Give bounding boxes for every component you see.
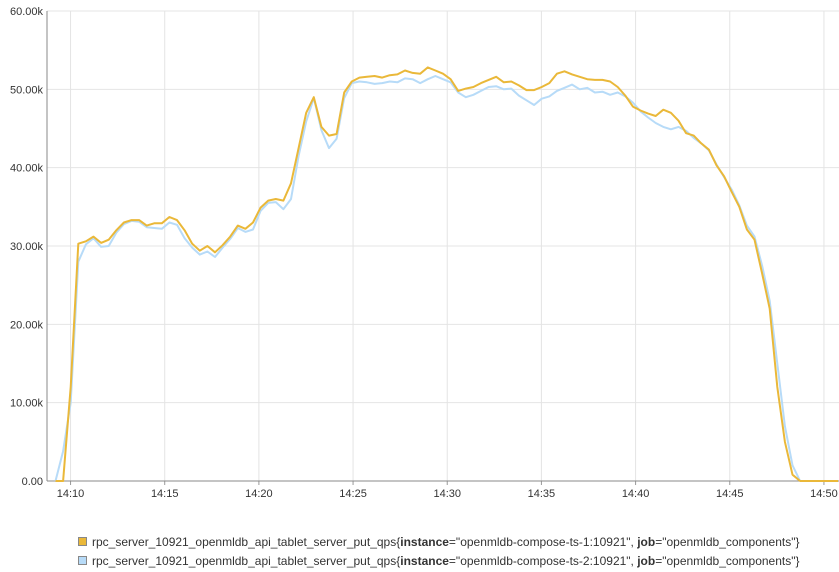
- y-tick-label: 0.00: [22, 476, 43, 488]
- y-tick-label: 20.00k: [10, 319, 44, 331]
- x-tick-label: 14:45: [716, 488, 744, 500]
- x-tick-label: 14:35: [528, 488, 556, 500]
- y-tick-label: 60.00k: [10, 6, 44, 18]
- legend-item-ts-2[interactable]: rpc_server_10921_openmldb_api_tablet_ser…: [78, 551, 800, 570]
- x-tick-label: 14:20: [245, 488, 273, 500]
- x-axis: 14:10 14:15 14:20 14:25 14:30 14:35 14:40 14:45…: [47, 480, 839, 500]
- y-tick-label: 40.00k: [10, 163, 44, 175]
- grid: [47, 10, 839, 482]
- qps-line-chart: 0.00 10.00k 20.00k 30.00k 40.00k 50.00k 60.00k…: [10, 6, 839, 500]
- y-tick-label: 10.00k: [10, 398, 44, 410]
- y-tick-label: 30.00k: [10, 241, 44, 253]
- x-tick-label: 14:10: [57, 488, 85, 500]
- legend-label-ts-2: rpc_server_10921_openmldb_api_tablet_ser…: [92, 553, 800, 568]
- x-tick-label: 14:30: [433, 488, 461, 500]
- x-tick-label: 14:25: [339, 488, 367, 500]
- y-tick-label: 50.00k: [10, 84, 44, 96]
- legend-label-ts-1: rpc_server_10921_openmldb_api_tablet_ser…: [92, 534, 800, 549]
- legend-item-ts-1[interactable]: rpc_server_10921_openmldb_api_tablet_ser…: [78, 532, 800, 551]
- y-axis: 0.00 10.00k 20.00k 30.00k 40.00k 50.00k 60.00k: [10, 6, 48, 488]
- series-layer: [54, 66, 839, 482]
- legend-swatch-ts-1: [78, 537, 87, 546]
- legend-swatch-ts-2: [78, 556, 87, 565]
- x-tick-label: 14:40: [622, 488, 650, 500]
- x-tick-label: 14:50: [810, 488, 838, 500]
- legend: rpc_server_10921_openmldb_api_tablet_ser…: [78, 532, 800, 570]
- x-tick-label: 14:15: [151, 488, 179, 500]
- series-line-ts-1: [55, 66, 839, 482]
